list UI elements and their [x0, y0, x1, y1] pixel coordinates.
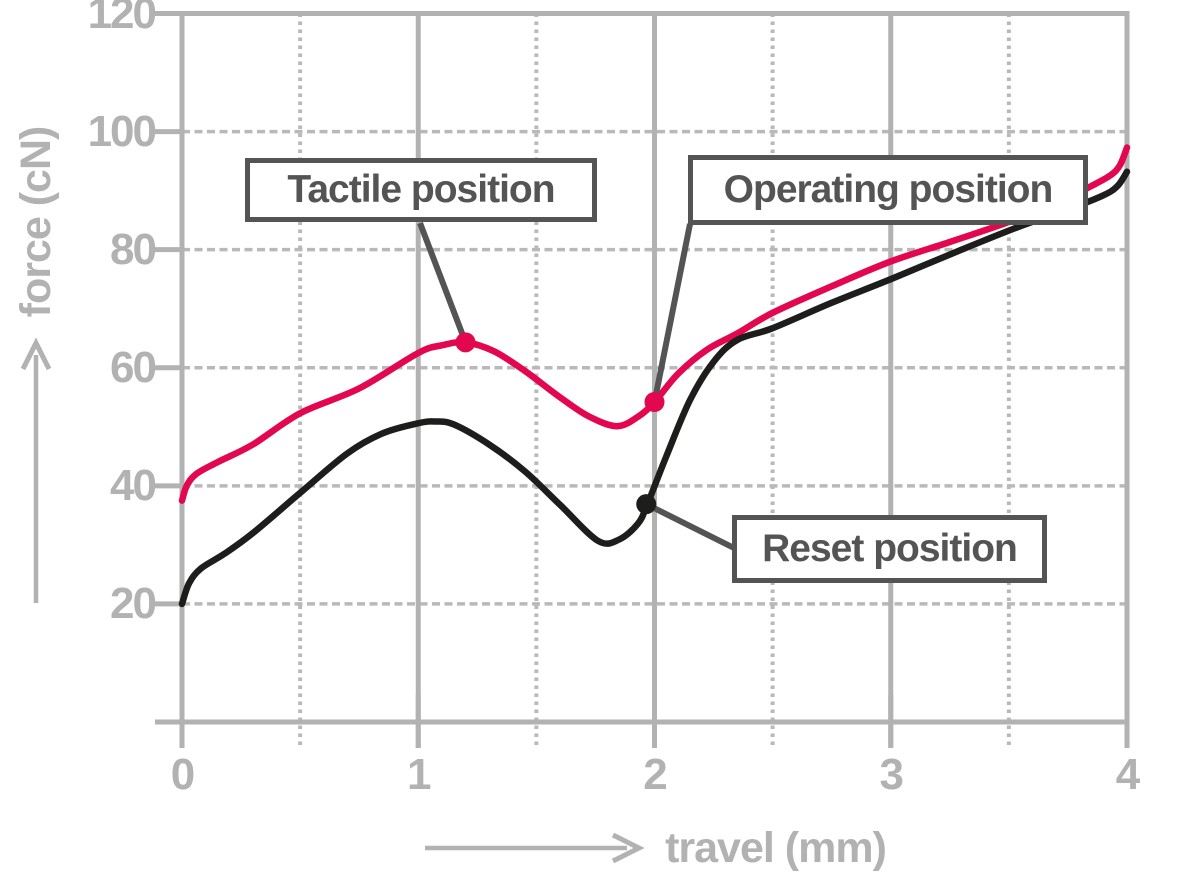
x-tick-label: 1: [407, 750, 431, 799]
tactile-position-label: Tactile position: [287, 168, 555, 211]
tactile-position-dot: [455, 332, 476, 353]
y-tick-label: 40: [110, 460, 157, 510]
y-axis-title: force (cN): [4, 81, 68, 651]
reset-position-label: Reset position: [762, 527, 1018, 570]
y-tick-label: 80: [110, 224, 157, 274]
release-curve: [178, 168, 1131, 608]
reset-leader-line: [644, 501, 736, 551]
up-arrow-icon: [20, 337, 52, 604]
x-axis-title: travel (mm): [182, 820, 1127, 874]
operating-position-callout: Operating position: [688, 155, 1088, 225]
x-axis-label: travel (mm): [665, 823, 887, 872]
reset-position-dot: [636, 494, 657, 515]
operating-position-dot: [644, 391, 665, 412]
x-tick-label: 0: [170, 750, 195, 799]
tactile-leader-line: [417, 221, 469, 344]
tactile-position-callout: Tactile position: [245, 158, 597, 222]
y-tick-label: 120: [87, 0, 157, 38]
y-axis-label: force (cN): [11, 126, 60, 318]
right-arrow-icon: [425, 832, 645, 864]
operating-position-label: Operating position: [723, 168, 1054, 211]
x-tick-label: 3: [879, 750, 904, 799]
y-tick-label: 60: [110, 342, 157, 392]
reset-position-callout: Reset position: [732, 515, 1047, 583]
x-tick-label: 2: [643, 750, 667, 799]
operating-leader-line: [651, 223, 693, 403]
x-tick-label: 4: [1115, 750, 1140, 799]
y-tick-label: 100: [87, 106, 157, 156]
y-tick-label: 20: [110, 578, 157, 628]
